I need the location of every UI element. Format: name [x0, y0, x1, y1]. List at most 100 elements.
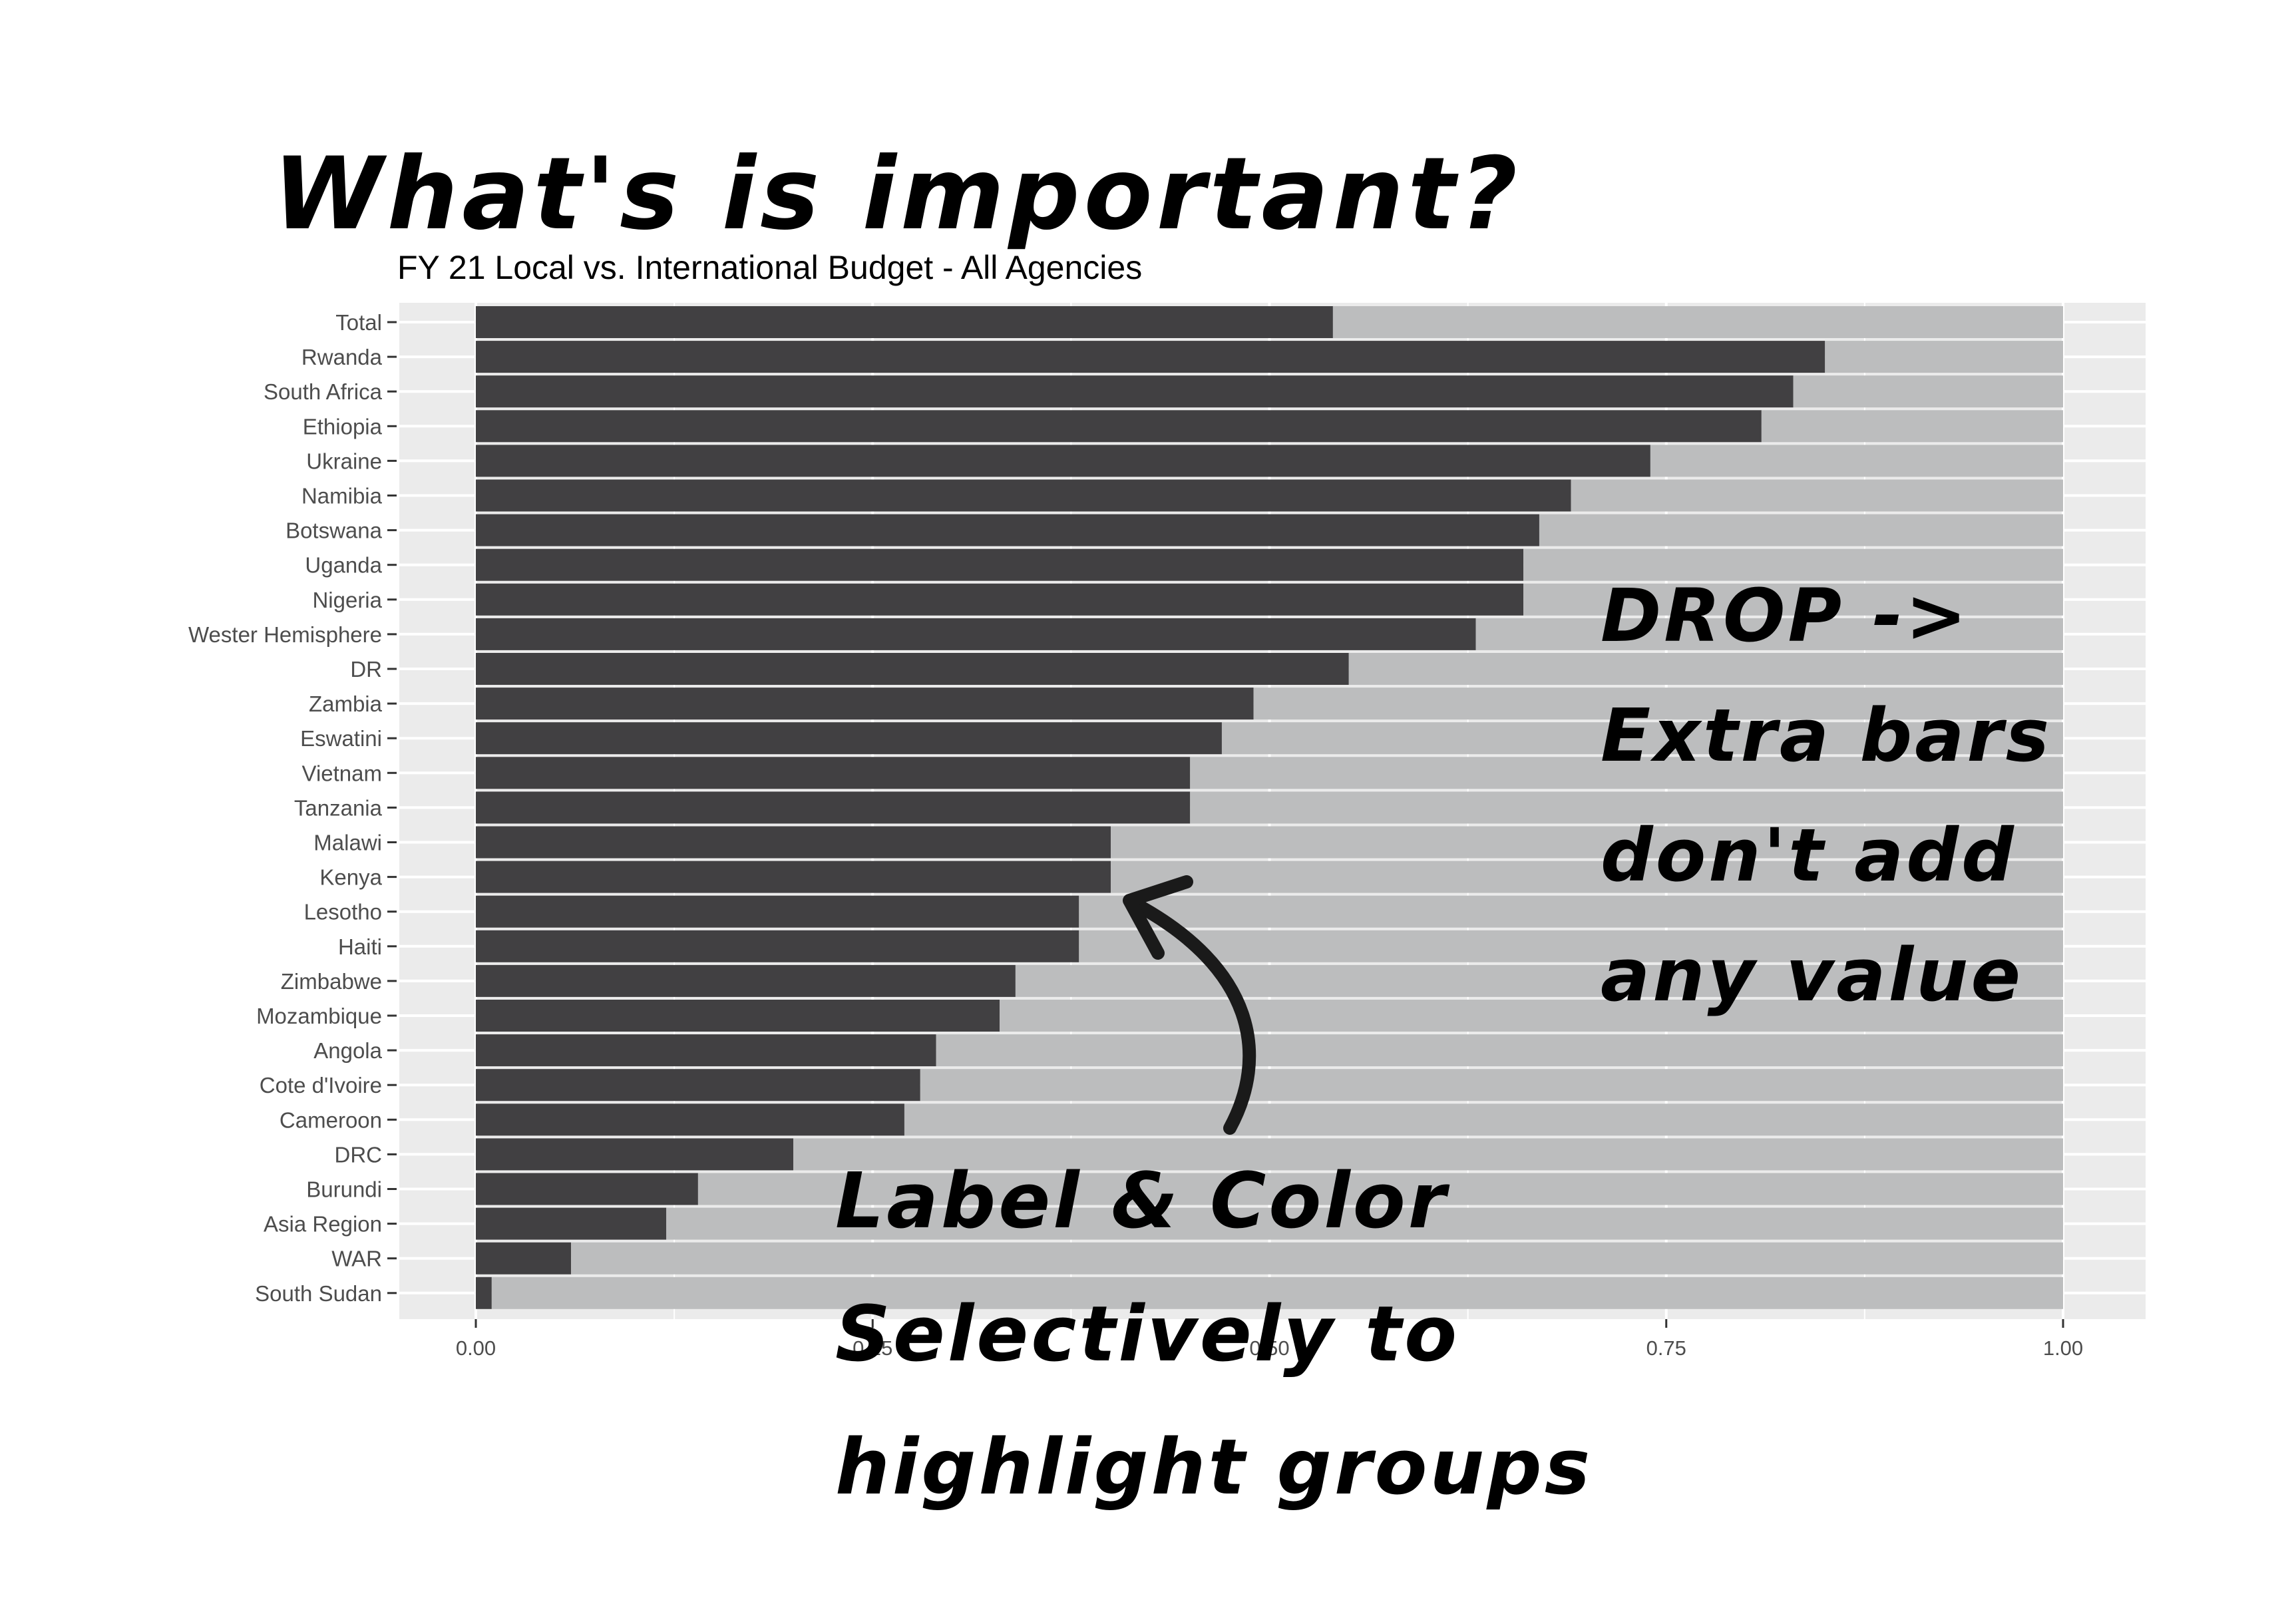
bar-local-share [476, 895, 1079, 928]
bar-remaining-share [920, 1069, 2063, 1101]
category-tick-label: Malawi [313, 831, 382, 855]
bar-local-share [476, 1069, 920, 1101]
bars [476, 306, 2064, 1309]
bar-local-share [476, 1034, 936, 1067]
category-tick-label: Rwanda [301, 345, 383, 369]
category-tick-label: Kenya [319, 865, 382, 890]
curved-arrow-icon [1123, 875, 1256, 1135]
category-tick-label: Lesotho [304, 900, 382, 924]
bar-local-share [476, 1000, 1000, 1032]
bar-remaining-share [1332, 306, 2063, 338]
category-tick-label: Tanzania [294, 795, 383, 820]
bar-local-share [476, 1173, 698, 1205]
category-tick-label: Angola [313, 1038, 382, 1063]
category-tick-label: Zimbabwe [281, 969, 382, 994]
bar-remaining-share [1190, 791, 2063, 824]
category-tick-label: DRC [335, 1142, 383, 1167]
bar-local-share [476, 514, 1539, 546]
annotation-line: DROP -> [1601, 573, 1970, 658]
bar-local-share [476, 1277, 492, 1309]
bar-local-share [476, 930, 1079, 962]
bar-remaining-share [1079, 930, 2063, 962]
bar-local-share [476, 618, 1476, 650]
category-axis: Total Rwanda South Africa Ethiopia Ukraine Na… [188, 310, 397, 1306]
bar-local-share [476, 410, 1762, 443]
bar-remaining-share [571, 1242, 2063, 1275]
value-axis: 0.00 0.25 0.50 0.75 1.00 [456, 1319, 2083, 1360]
value-tick-label: 0.25 [853, 1336, 892, 1360]
bar-remaining-share [793, 1138, 2063, 1171]
bar-remaining-share [1793, 375, 2063, 408]
bar-remaining-share [1571, 479, 2063, 512]
bar-remaining-share [1650, 445, 2063, 477]
category-tick-label: Mozambique [256, 1004, 382, 1028]
category-tick-label: South Sudan [255, 1281, 382, 1306]
bar-local-share [476, 1207, 667, 1240]
annotation-line: Selectively to [835, 1290, 1460, 1379]
category-tick-label: Haiti [338, 934, 382, 959]
category-tick-label: Nigeria [312, 588, 382, 612]
category-tick-label: Cameroon [280, 1107, 382, 1132]
bar-local-share [476, 445, 1650, 477]
label-color-annotation: Label & Color Selectively to highlight g… [835, 1135, 1593, 1534]
annotation-line: don't add [1601, 813, 2016, 898]
bar-local-share [476, 479, 1571, 512]
bar-remaining-share [1348, 653, 2063, 685]
bar-remaining-share [1475, 618, 2063, 650]
category-tick-label: Burundi [306, 1177, 382, 1202]
category-tick-label: Total [335, 310, 382, 335]
annotation-line: Label & Color [835, 1157, 1449, 1246]
bar-remaining-share [697, 1173, 2064, 1205]
bar-remaining-share [1523, 583, 2063, 616]
value-tick-label: 1.00 [2043, 1336, 2083, 1360]
bar-remaining-share [904, 1103, 2063, 1136]
bar-local-share [476, 861, 1111, 893]
category-tick-label: Eswatini [300, 726, 382, 751]
bar-local-share [476, 548, 1524, 581]
bar-local-share [476, 688, 1254, 720]
bar-remaining-share [1539, 514, 2063, 546]
bar-local-share [476, 826, 1111, 859]
category-tick-label: Namibia [301, 484, 383, 508]
annotation-line: Extra bars [1601, 693, 2052, 778]
bar-local-share [476, 964, 1016, 997]
arrow-head [1123, 875, 1193, 960]
category-tick-label: Uganda [305, 553, 382, 578]
value-tick-label: 0.50 [1249, 1336, 1289, 1360]
category-tick-label: Vietnam [302, 761, 382, 785]
bar-remaining-share [1079, 895, 2063, 928]
bar-remaining-share [1253, 688, 2063, 720]
bar-local-share [476, 341, 1825, 373]
bar-local-share [476, 583, 1524, 616]
headline: What's is important? [273, 136, 1522, 252]
category-tick-label: Botswana [286, 518, 383, 543]
bar-local-share [476, 1138, 793, 1171]
bar-remaining-share [1015, 964, 2063, 997]
bar-remaining-share [1761, 410, 2063, 443]
category-tick-label: Cote d'Ivoire [260, 1073, 382, 1098]
bar-remaining-share [1825, 341, 2063, 373]
value-tick-label: 0.00 [456, 1336, 496, 1360]
bar-local-share [476, 1103, 904, 1136]
bar-remaining-share [491, 1277, 2063, 1309]
bar-local-share [476, 1242, 572, 1275]
bar-remaining-share [1190, 757, 2063, 789]
chart-subtitle: FY 21 Local vs. International Budget - A… [397, 249, 1143, 286]
category-tick-label: DR [350, 657, 382, 682]
annotation-line: highlight groups [835, 1423, 1593, 1512]
category-tick-label: Wester Hemisphere [188, 622, 382, 647]
annotation-line: any value [1601, 932, 2024, 1018]
bar-remaining-share [666, 1207, 2064, 1240]
category-tick-label: Zambia [309, 692, 383, 716]
bar-remaining-share [1000, 1000, 2063, 1032]
category-tick-label: WAR [331, 1247, 382, 1271]
bar-local-share [476, 306, 1333, 338]
arrow-shaft [1125, 895, 1256, 1135]
bar-remaining-share [1523, 548, 2063, 581]
bar-remaining-share [1111, 861, 2063, 893]
bar-local-share [476, 375, 1794, 408]
bar-local-share [476, 653, 1349, 685]
drop-bars-annotation: DROP -> Extra bars don't add any value [1601, 556, 2052, 1035]
